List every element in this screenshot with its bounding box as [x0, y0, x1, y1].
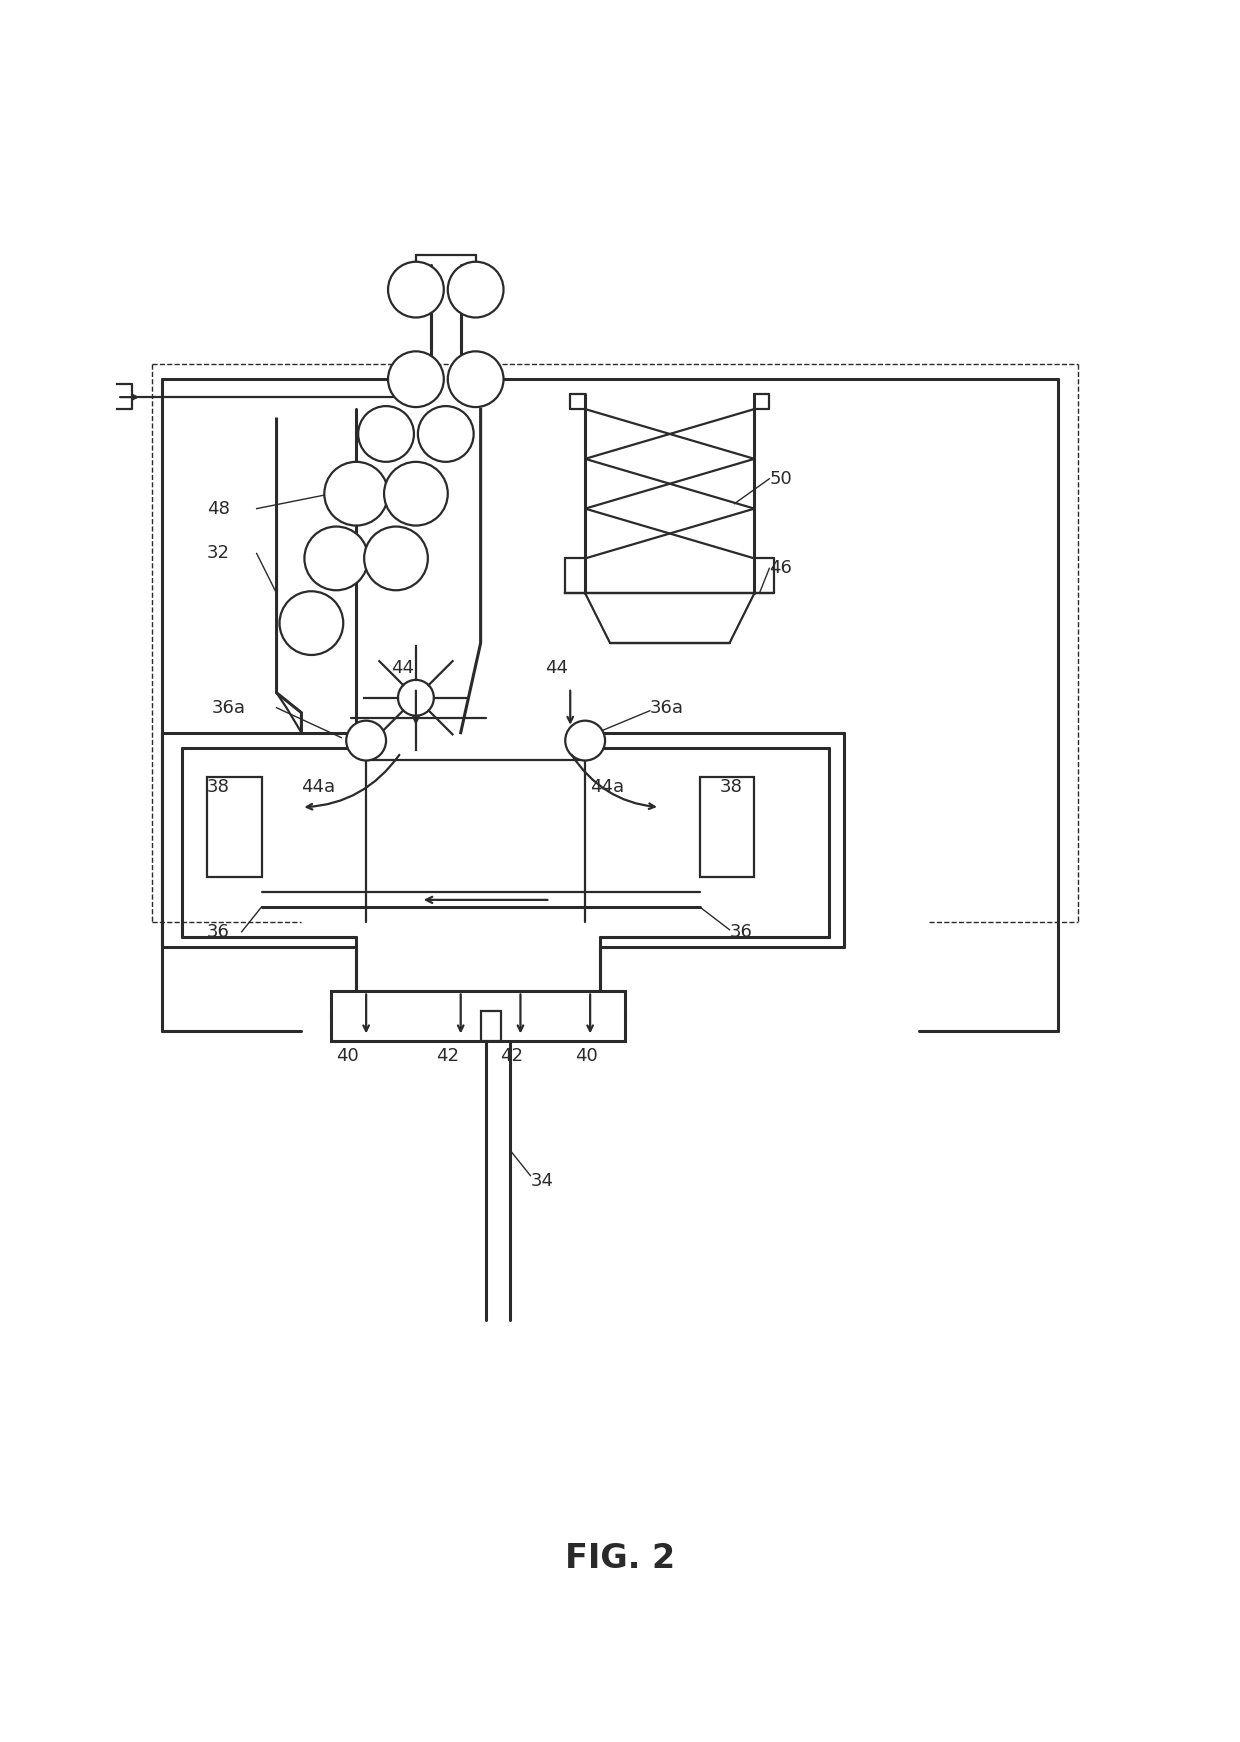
Text: 36: 36: [207, 923, 229, 941]
Text: 40: 40: [575, 1047, 598, 1064]
Circle shape: [365, 526, 428, 591]
Bar: [699, 777, 754, 876]
Text: 50: 50: [769, 470, 792, 488]
Text: 46: 46: [769, 559, 792, 577]
Bar: [331, 991, 625, 1042]
Text: FIG. 2: FIG. 2: [565, 1542, 675, 1575]
Text: 36: 36: [729, 923, 753, 941]
Circle shape: [565, 721, 605, 761]
Text: 44: 44: [546, 658, 568, 678]
Circle shape: [398, 679, 434, 716]
Circle shape: [346, 721, 386, 761]
Text: 42: 42: [501, 1047, 523, 1064]
Text: 34: 34: [531, 1172, 553, 1190]
Circle shape: [448, 261, 503, 317]
Text: 38: 38: [207, 779, 229, 796]
Circle shape: [325, 462, 388, 526]
Text: 38: 38: [719, 779, 743, 796]
Text: 42: 42: [435, 1047, 459, 1064]
Circle shape: [418, 406, 474, 462]
Text: 40: 40: [336, 1047, 360, 1064]
Bar: [207, 777, 262, 876]
Circle shape: [388, 352, 444, 408]
Text: 44a: 44a: [301, 779, 336, 796]
Circle shape: [384, 462, 448, 526]
Circle shape: [448, 352, 503, 408]
Circle shape: [279, 591, 343, 655]
Bar: [481, 1012, 501, 1042]
Text: 32: 32: [207, 545, 229, 563]
Text: 44: 44: [391, 658, 414, 678]
Text: 48: 48: [207, 500, 229, 517]
Circle shape: [388, 261, 444, 317]
Text: 44a: 44a: [590, 779, 624, 796]
Text: 36a: 36a: [212, 699, 246, 716]
Text: 36a: 36a: [650, 699, 684, 716]
Circle shape: [358, 406, 414, 462]
Circle shape: [305, 526, 368, 591]
